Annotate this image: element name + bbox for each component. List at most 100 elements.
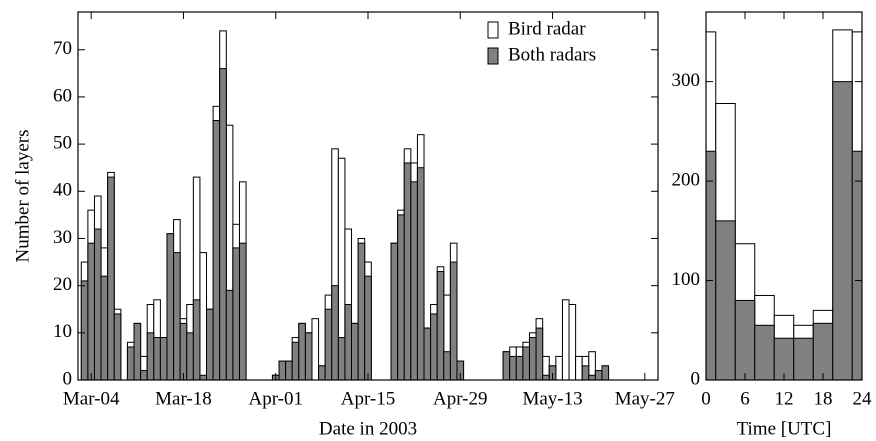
bar — [344, 304, 353, 381]
bar — [351, 322, 359, 381]
bar — [324, 308, 333, 381]
bar — [278, 360, 287, 381]
bar — [390, 242, 399, 381]
bar — [535, 327, 544, 381]
bar — [423, 327, 432, 381]
bar — [318, 365, 326, 381]
y-tick-label: 200 — [672, 169, 701, 190]
bar — [133, 322, 142, 381]
bar — [601, 365, 610, 381]
bar — [113, 313, 122, 381]
y-tick-label: 60 — [53, 85, 72, 106]
bar — [364, 275, 372, 381]
bar — [403, 162, 412, 381]
bar — [199, 252, 208, 381]
legend-swatch — [487, 21, 499, 39]
bar — [568, 304, 577, 381]
bar — [107, 176, 115, 381]
x-tick-label: Apr-15 — [341, 388, 396, 409]
x-tick-label: 12 — [775, 388, 794, 409]
x-tick-label: 6 — [740, 388, 750, 409]
bar — [357, 242, 366, 381]
bar — [581, 365, 590, 381]
histogram-bar — [832, 81, 853, 381]
x-tick-label: 18 — [814, 388, 833, 409]
bar — [285, 360, 293, 381]
bar — [159, 337, 168, 381]
histogram-bar — [851, 150, 863, 381]
y-tick-label: 50 — [53, 132, 72, 153]
x-tick-label: Apr-01 — [248, 388, 303, 409]
x-tick-label: Apr-29 — [433, 388, 488, 409]
bar — [291, 341, 300, 381]
plots — [80, 29, 863, 381]
bar — [515, 355, 524, 381]
x-axis-label: Date in 2003 — [319, 418, 417, 439]
bar — [153, 337, 161, 381]
bar — [443, 351, 451, 381]
bar — [502, 351, 511, 381]
bar — [522, 346, 530, 381]
y-axis-label: Number of layers — [12, 130, 33, 263]
x-axis-label: Time [UTC] — [737, 418, 832, 439]
y-tick-label: 30 — [53, 227, 72, 248]
bar — [173, 252, 181, 381]
bar — [100, 275, 109, 381]
legend-label: Both radars — [508, 44, 596, 65]
bar — [93, 228, 102, 381]
bar — [232, 247, 240, 381]
bar — [594, 370, 603, 381]
histogram-bar — [715, 220, 736, 381]
x-tick-label: Mar-18 — [155, 388, 212, 409]
bar — [238, 242, 247, 381]
y-tick-label: 10 — [53, 321, 72, 342]
y-tick-label: 100 — [672, 269, 701, 290]
bar — [146, 332, 155, 381]
bar — [140, 370, 148, 381]
bar — [212, 120, 221, 381]
bar — [509, 355, 517, 381]
x-tick-label: Mar-04 — [63, 388, 120, 409]
bar — [298, 322, 306, 381]
bar — [199, 374, 208, 381]
legend-swatch — [487, 47, 499, 65]
bar — [331, 285, 339, 381]
bar — [430, 313, 438, 381]
bar — [555, 355, 563, 381]
x-tick-label: 24 — [853, 388, 873, 409]
x-tick-label: May-13 — [522, 388, 582, 409]
bar — [179, 322, 188, 381]
y-tick-label: 0 — [691, 368, 701, 389]
histogram-bar — [754, 324, 775, 381]
bar — [186, 332, 194, 381]
y-tick-label: 20 — [53, 274, 72, 295]
bar — [311, 318, 320, 381]
bar — [206, 308, 214, 381]
histogram-bar — [734, 299, 756, 381]
bar — [436, 270, 445, 381]
x-tick-label: May-27 — [615, 388, 675, 409]
bar — [575, 355, 583, 381]
bar — [542, 374, 550, 381]
legend-label: Bird radar — [508, 18, 586, 39]
bar — [192, 299, 201, 381]
y-tick-label: 70 — [53, 38, 72, 59]
bar — [225, 289, 234, 381]
y-tick-label: 0 — [63, 368, 73, 389]
bar — [304, 332, 313, 381]
bar — [449, 261, 458, 381]
bar — [528, 337, 537, 381]
histogram-bar — [793, 337, 814, 381]
bar — [410, 181, 418, 381]
y-tick-label: 40 — [53, 180, 72, 201]
bar — [166, 233, 175, 381]
bar — [588, 374, 596, 381]
bar — [219, 68, 227, 381]
bar — [126, 346, 135, 381]
bar — [397, 214, 405, 381]
bar — [416, 167, 425, 381]
bar — [337, 337, 346, 381]
bar — [80, 280, 89, 381]
histogram-bar — [705, 150, 717, 381]
